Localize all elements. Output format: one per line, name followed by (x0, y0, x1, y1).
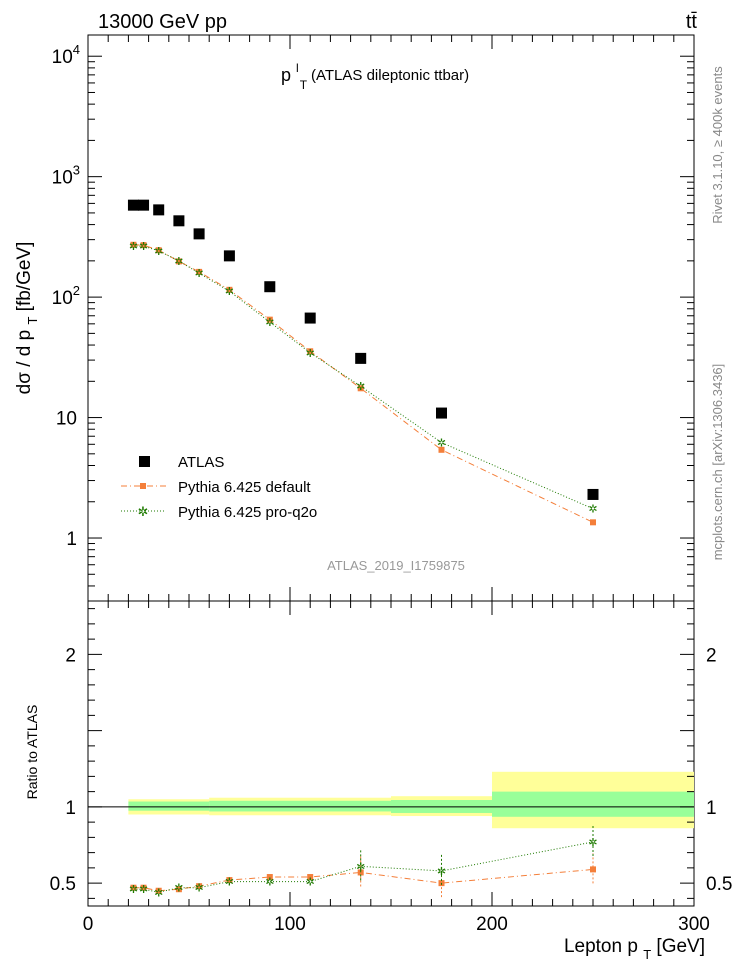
data-point-default (307, 348, 314, 355)
legend-marker-default (140, 483, 146, 489)
ratio-band-inner (492, 791, 694, 817)
mcplots-label: mcplots.cern.ch [arXiv:1306.3436] (710, 364, 725, 561)
data-point-proq2o: ✲ (588, 504, 597, 516)
data-point-atlas (173, 215, 185, 227)
ratio-point-proq2o: ✲ (129, 884, 138, 896)
legend-marker-proq2o: ✲ (138, 504, 149, 519)
data-point-default (196, 268, 203, 275)
data-point-atlas (223, 250, 235, 262)
ratio-point-proq2o: ✲ (265, 877, 274, 889)
process-label: tt̄ (686, 11, 698, 33)
ratio-point-default (226, 877, 233, 884)
ratio-point-default (307, 874, 314, 881)
data-point-atlas (304, 312, 316, 324)
y-tick-label: 102 (52, 283, 80, 309)
y-tick-label: 1 (66, 529, 77, 550)
data-point-proq2o: ✲ (154, 246, 163, 258)
data-point-proq2o: ✲ (265, 317, 274, 329)
data-point-atlas (138, 199, 150, 211)
data-point-atlas (355, 352, 367, 364)
data-point-proq2o: ✲ (306, 348, 315, 360)
y-axis-title-unit: [fb/GeV] (14, 242, 35, 312)
legend-label-atlas: ATLAS (178, 454, 224, 471)
y-tick-label: 103 (52, 163, 80, 189)
data-point-atlas (587, 488, 599, 500)
x-tick-label: 200 (476, 914, 508, 935)
x-axis-title: Lepton p T [GeV] (564, 936, 705, 964)
data-point-default (175, 258, 182, 265)
x-tick-label: 100 (274, 914, 306, 935)
x-axis-title-main: Lepton p (564, 936, 638, 957)
plot-title-sup: l (296, 61, 299, 75)
ratio-point-proq2o: ✲ (139, 884, 148, 896)
x-axis-title-sub: T (643, 947, 651, 962)
data-point-proq2o: ✲ (129, 241, 138, 253)
data-point-proq2o: ✲ (437, 438, 446, 450)
y-axis-title-main: dσ / d p (14, 330, 35, 395)
plot-title-main: p (281, 65, 291, 85)
plot-title: p l T (281, 56, 308, 92)
data-point-default (590, 519, 596, 526)
rivet-label: Rivet 3.1.10, ≥ 400k events (710, 66, 725, 224)
ratio-point-default (266, 874, 273, 881)
ratio-y-tick-label-right: 0.5 (706, 874, 732, 895)
ratio-band-inner (128, 801, 210, 811)
data-point-proq2o: ✲ (139, 241, 148, 253)
x-tick-label: 0 (83, 914, 94, 935)
legend: ATLAS Pythia 6.425 default ✲ Pythia 6.42… (121, 454, 317, 521)
x-tick-label: 300 (678, 914, 710, 935)
data-point-default (155, 247, 162, 254)
plot-title-sub: T (300, 78, 308, 92)
y-axis-title-sub: T (25, 317, 40, 325)
ratio-y-axis-title: Ratio to ATLAS (24, 705, 40, 800)
data-point-default (226, 286, 233, 293)
data-point-default (130, 241, 137, 248)
ratio-point-default (140, 884, 147, 891)
data-point-atlas (436, 407, 447, 419)
ratio-band-inner (209, 800, 391, 812)
data-point-default (266, 316, 273, 323)
ratio-point-proq2o: ✲ (174, 883, 183, 895)
data-point-proq2o: ✲ (225, 286, 234, 298)
ratio-point-default (130, 884, 137, 891)
ratio-point-proq2o: ✲ (154, 887, 163, 899)
ratio-y-tick-label-right: 1 (706, 798, 717, 819)
ratio-y-tick-label: 0.5 (50, 874, 76, 895)
data-point-atlas (127, 199, 139, 211)
ratio-y-tick-label: 2 (65, 645, 76, 666)
ratio-uncertainty-bands (128, 771, 694, 829)
data-point-default (438, 446, 445, 453)
y-tick-label: 104 (52, 42, 80, 68)
ratio-point-proq2o: ✲ (225, 877, 234, 889)
ratio-y-tick-label: 1 (65, 798, 76, 819)
x-axis-title-unit: [GeV] (656, 936, 705, 957)
data-point-proq2o: ✲ (356, 381, 365, 393)
data-point-default (140, 242, 147, 249)
series-markers: ✲✲✲✲✲✲✲✲✲✲✲✲✲✲✲✲✲✲✲✲✲✲ (127, 199, 599, 899)
data-point-default (357, 385, 364, 392)
ratio-point-proq2o: ✲ (306, 877, 315, 889)
ratio-plot-frame (87, 600, 695, 907)
legend-marker-atlas (139, 456, 150, 467)
data-point-proq2o: ✲ (174, 256, 183, 268)
legend-label-proq2o: Pythia 6.425 pro-q2o (178, 504, 317, 521)
y-axis-title: dσ / d p T [fb/GeV] (14, 242, 42, 395)
ratio-point-default (175, 886, 182, 893)
data-point-atlas (193, 228, 205, 240)
plot-title-rest: (ATLAS dileptonic ttbar) (311, 67, 469, 84)
y-tick-label: 10 (56, 409, 77, 430)
ratio-point-default (155, 887, 162, 894)
legend-label-default: Pythia 6.425 default (178, 479, 311, 496)
ratio-point-proq2o: ✲ (194, 883, 203, 895)
analysis-watermark: ATLAS_2019_I1759875 (327, 558, 465, 573)
data-point-atlas (264, 281, 276, 293)
ratio-y-tick-label-right: 2 (706, 645, 717, 666)
energy-label: 13000 GeV pp (98, 11, 227, 33)
ratio-point-default (196, 883, 203, 890)
data-point-proq2o: ✲ (194, 268, 203, 280)
data-point-atlas (153, 204, 165, 216)
